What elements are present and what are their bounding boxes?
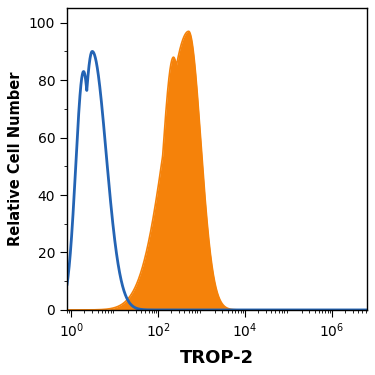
X-axis label: TROP-2: TROP-2: [180, 349, 254, 367]
Y-axis label: Relative Cell Number: Relative Cell Number: [8, 72, 23, 246]
